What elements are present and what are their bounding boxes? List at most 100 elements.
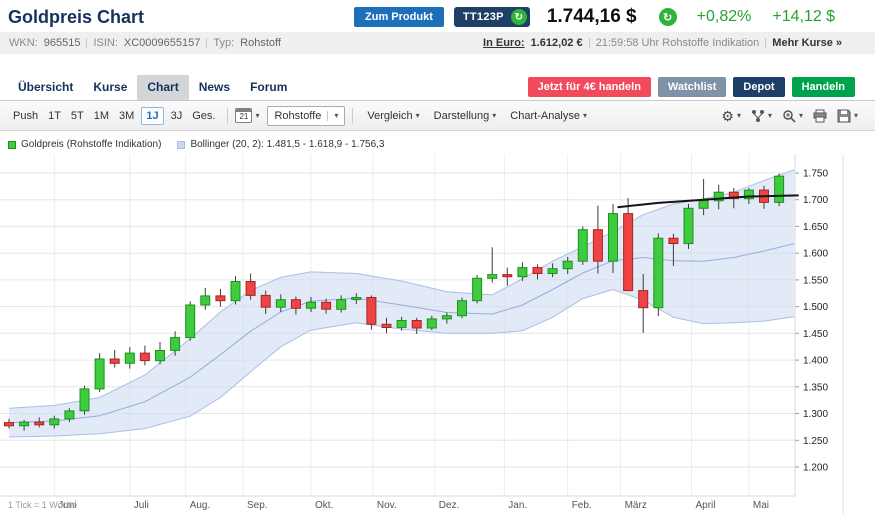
calendar-icon-top <box>236 109 252 112</box>
refresh-icon[interactable]: ↻ <box>510 9 527 25</box>
typ-label: Typ: <box>213 37 235 49</box>
push-button[interactable]: Push <box>13 109 39 122</box>
save-button[interactable]: ▾ <box>834 107 861 125</box>
chevron-down-icon: ▾ <box>583 111 588 120</box>
wkn-label: WKN: <box>9 37 38 49</box>
tab-forum[interactable]: Forum <box>250 80 288 94</box>
svg-text:Mai: Mai <box>753 500 769 511</box>
svg-text:1.500: 1.500 <box>803 302 828 313</box>
svg-text:April: April <box>696 500 716 511</box>
chart-toolbar: Push 1T 5T 1M 3M 1J 3J Ges. 21 ▾ Rohstof… <box>0 101 875 131</box>
legend-swatch-bollinger <box>177 140 186 149</box>
chart-area: Juni Juli Aug. Sep. Okt. Nov. Dez. Jan. Feb. März… <box>0 154 875 514</box>
svg-text:1.750: 1.750 <box>803 169 828 180</box>
legend-goldpreis-label: Goldpreis (Rohstoffe Indikation) <box>21 139 162 150</box>
svg-text:Aug.: Aug. <box>190 500 211 511</box>
svg-text:Sep.: Sep. <box>247 500 268 511</box>
product-code-chip[interactable]: TT123P ↻ <box>453 7 530 27</box>
legend-goldpreis[interactable]: Goldpreis (Rohstoffe Indikation) <box>8 139 161 150</box>
range-1j[interactable]: 1J <box>141 106 164 125</box>
divider <box>86 38 88 48</box>
svg-text:1.250: 1.250 <box>803 436 828 447</box>
quote-time-note: 21:59:58 Uhr Rohstoffe Indikation <box>595 37 760 49</box>
zum-produkt-button[interactable]: Zum Produkt <box>354 7 444 27</box>
divider <box>765 38 767 48</box>
typ-value: Rohstoff <box>240 37 281 49</box>
tab-news[interactable]: News <box>198 80 231 94</box>
chevron-down-icon[interactable]: ▾ <box>255 111 260 120</box>
page-title: Goldpreis Chart <box>8 6 145 27</box>
instrument-value: Rohstoffe <box>274 109 322 122</box>
chart-tools-button[interactable]: ▾ <box>748 107 775 125</box>
depot-button[interactable]: Depot <box>733 77 785 97</box>
printer-icon <box>813 109 827 122</box>
range-1m[interactable]: 1M <box>93 109 110 122</box>
chevron-down-icon: ▾ <box>767 111 772 120</box>
chevron-down-icon: ▾ <box>798 111 803 120</box>
in-euro-link[interactable]: In Euro: <box>483 37 525 49</box>
gear-icon: ⚙ <box>721 107 734 124</box>
divider <box>352 107 354 124</box>
svg-text:Dez.: Dez. <box>439 500 460 511</box>
svg-text:1.450: 1.450 <box>803 329 828 340</box>
darstellung-dropdown[interactable]: Darstellung ▾ <box>427 110 504 122</box>
svg-text:Okt.: Okt. <box>315 500 333 511</box>
legend-bollinger-label: Bollinger (20, 2): 1.481,5 - 1.618,9 - 1… <box>190 139 385 150</box>
zoom-in-icon <box>783 109 796 123</box>
chevron-down-icon: ▾ <box>853 111 858 120</box>
trade-promo-button[interactable]: Jetzt für 4€ handeln <box>527 77 651 97</box>
chevron-down-icon: ▾ <box>492 111 497 120</box>
info-bar: WKN: 965515 ISIN: XC0009655157 Typ: Rohs… <box>0 32 875 54</box>
mehr-kurse-link[interactable]: Mehr Kurse » <box>772 37 842 49</box>
range-ges[interactable]: Ges. <box>192 109 216 122</box>
tab-chart[interactable]: Chart <box>137 75 189 100</box>
print-button[interactable] <box>810 107 830 125</box>
vergleich-dropdown[interactable]: Vergleich ▾ <box>360 110 426 122</box>
svg-text:Juli: Juli <box>134 500 149 511</box>
zoom-button[interactable]: ▾ <box>779 107 806 125</box>
chevron-down-icon: ▾ <box>736 111 741 120</box>
divider <box>206 38 208 48</box>
range-3m[interactable]: 3M <box>119 109 135 122</box>
chart-analyse-dropdown[interactable]: Chart-Analyse ▾ <box>503 110 594 122</box>
chevron-down-icon: ▾ <box>334 111 339 120</box>
handeln-button[interactable]: Handeln <box>791 77 855 97</box>
isin-label: ISIN: <box>93 37 118 49</box>
calendar-icon[interactable]: 21 <box>235 108 253 123</box>
isin-value: XC0009655157 <box>123 37 201 49</box>
svg-text:1.650: 1.650 <box>803 222 828 233</box>
refresh-icon[interactable]: ↻ <box>658 8 677 26</box>
instrument-select[interactable]: Rohstoffe ▾ <box>267 105 346 126</box>
chart-legend: Goldpreis (Rohstoffe Indikation) Bolling… <box>0 131 875 154</box>
divider <box>588 38 590 48</box>
info-bar-right: In Euro: 1.612,02 € 21:59:58 Uhr Rohstof… <box>483 37 866 49</box>
svg-text:Feb.: Feb. <box>572 500 592 511</box>
wkn-value: 965515 <box>43 37 81 49</box>
legend-bollinger[interactable]: Bollinger (20, 2): 1.481,5 - 1.618,9 - 1… <box>177 139 384 150</box>
product-code: TT123P <box>462 11 504 23</box>
tab-bar: Übersicht Kurse Chart News Forum Jetzt f… <box>0 75 875 101</box>
range-3j[interactable]: 3J <box>170 109 183 122</box>
tab-uebersicht[interactable]: Übersicht <box>18 80 74 94</box>
save-icon <box>837 109 851 122</box>
svg-text:Nov.: Nov. <box>377 500 397 511</box>
chevron-down-icon: ▾ <box>415 111 420 120</box>
settings-button[interactable]: ⚙ ▾ <box>718 107 744 125</box>
svg-text:1.350: 1.350 <box>803 382 828 393</box>
candlestick-chart[interactable]: Juni Juli Aug. Sep. Okt. Nov. Dez. Jan. Feb. März… <box>0 154 875 514</box>
calendar-day: 21 <box>239 112 249 121</box>
svg-text:1.200: 1.200 <box>803 463 828 474</box>
svg-text:März: März <box>625 500 647 511</box>
chart-tools-icon <box>751 109 764 122</box>
svg-text:Jan.: Jan. <box>508 500 527 511</box>
header: Goldpreis Chart Zum Produkt TT123P ↻ 1.7… <box>0 0 875 32</box>
vergleich-label: Vergleich <box>367 109 413 122</box>
tab-kurse[interactable]: Kurse <box>93 80 128 94</box>
svg-text:1.700: 1.700 <box>803 195 828 206</box>
toolbar-icon-group: ⚙ ▾ ▾ ▾ <box>718 107 867 125</box>
chart-analyse-label: Chart-Analyse <box>510 109 580 122</box>
range-1t[interactable]: 1T <box>48 109 61 122</box>
divider <box>327 110 329 121</box>
watchlist-button[interactable]: Watchlist <box>657 77 727 97</box>
range-5t[interactable]: 5T <box>70 109 84 122</box>
